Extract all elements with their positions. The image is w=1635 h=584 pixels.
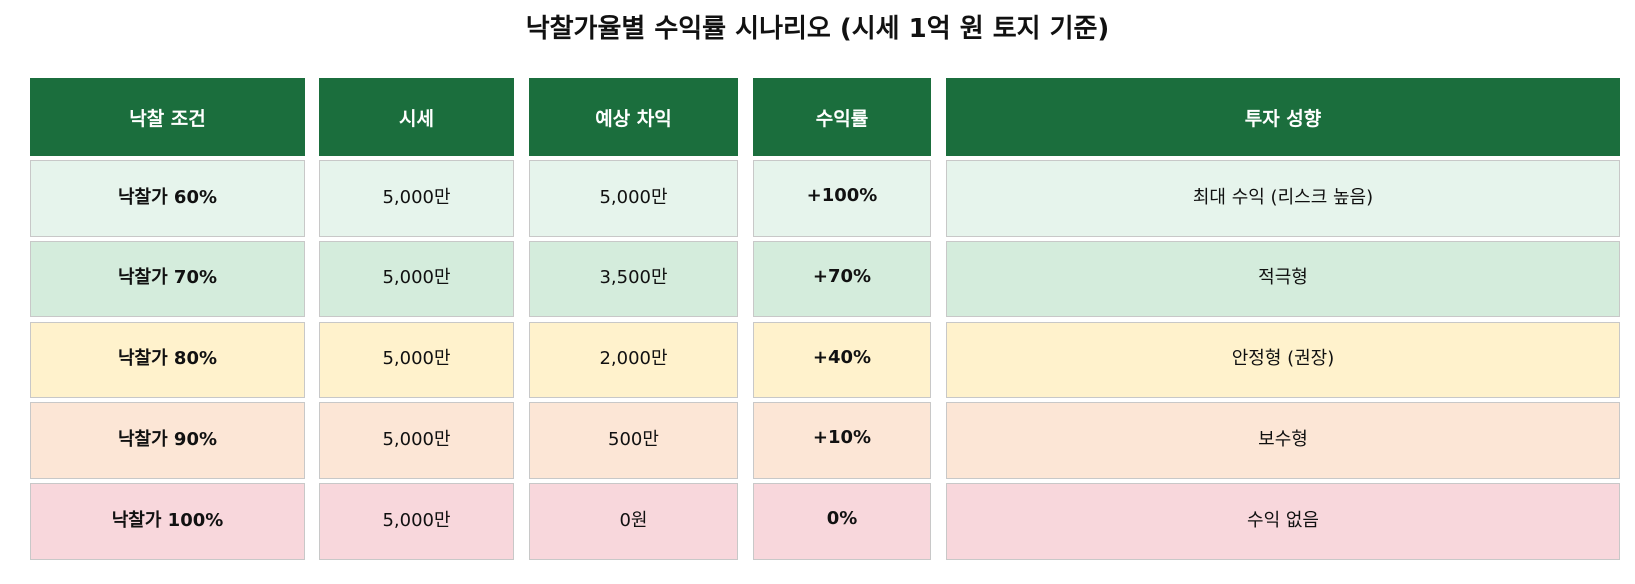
table-cell: 낙찰가 70% — [30, 241, 305, 317]
table-cell: 5,000만 — [529, 160, 738, 237]
table-cell: 3,500만 — [529, 241, 738, 317]
table-cell: +10% — [753, 402, 931, 479]
table-cell: 5,000만 — [319, 402, 514, 479]
header-cell: 수익률 — [753, 78, 931, 156]
table-cell: 수익 없음 — [946, 483, 1620, 560]
table-cell: 낙찰가 100% — [30, 483, 305, 560]
table-cell: 0% — [753, 483, 931, 560]
header-cell: 예상 차익 — [529, 78, 738, 156]
table-cell: 500만 — [529, 402, 738, 479]
table-cell: +100% — [753, 160, 931, 237]
table-cell: 안정형 (권장) — [946, 322, 1620, 398]
table-cell: 적극형 — [946, 241, 1620, 317]
title: 낙찰가율별 수익률 시나리오 (시세 1억 원 토지 기준) — [525, 14, 1110, 44]
table-cell: 낙찰가 60% — [30, 160, 305, 237]
table-cell: 낙찰가 90% — [30, 402, 305, 479]
table-cell: 5,000만 — [319, 483, 514, 560]
table-cell: 최대 수익 (리스크 높음) — [946, 160, 1620, 237]
table-cell: +70% — [753, 241, 931, 317]
header-cell: 낙찰 조건 — [30, 78, 305, 156]
table-cell: 보수형 — [946, 402, 1620, 479]
table-cell: +40% — [753, 322, 931, 398]
table-cell: 2,000만 — [529, 322, 738, 398]
header-cell: 투자 성향 — [946, 78, 1620, 156]
table-cell: 5,000만 — [319, 160, 514, 237]
table-cell: 5,000만 — [319, 322, 514, 398]
table-cell: 낙찰가 80% — [30, 322, 305, 398]
table-cell: 5,000만 — [319, 241, 514, 317]
table-cell: 0원 — [529, 483, 738, 560]
header-cell: 시세 — [319, 78, 514, 156]
